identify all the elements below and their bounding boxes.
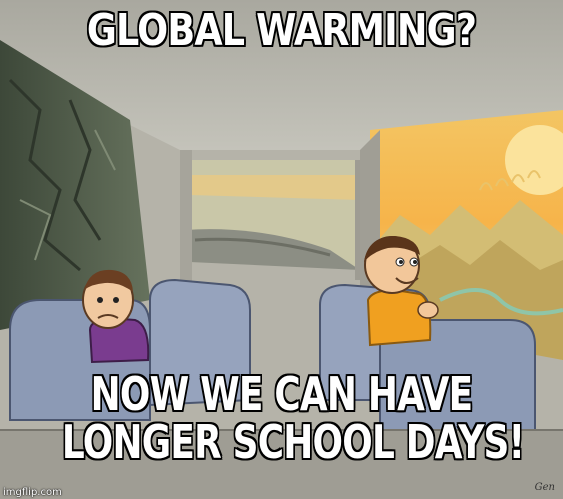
imgflip-watermark: imgflip.com [3, 487, 62, 498]
artist-signature: Gen [534, 482, 555, 493]
sun [505, 125, 563, 195]
sad-boy [82, 269, 150, 364]
left-front-seat [149, 278, 251, 407]
river [439, 288, 563, 316]
top-caption: GLOBAL WARMING? [86, 5, 478, 56]
happy-boy [364, 236, 439, 347]
bottom-caption: NOW WE CAN HAVE LONGER SCHOOL DAYS! [61, 367, 526, 470]
bus-floor [0, 430, 563, 499]
bus-ceiling [0, 0, 563, 150]
cliff-view [0, 40, 150, 330]
bottom-caption-line-2: LONGER SCHOOL DAYS! [61, 415, 526, 470]
bottom-caption-line-1: NOW WE CAN HAVE [90, 367, 474, 421]
